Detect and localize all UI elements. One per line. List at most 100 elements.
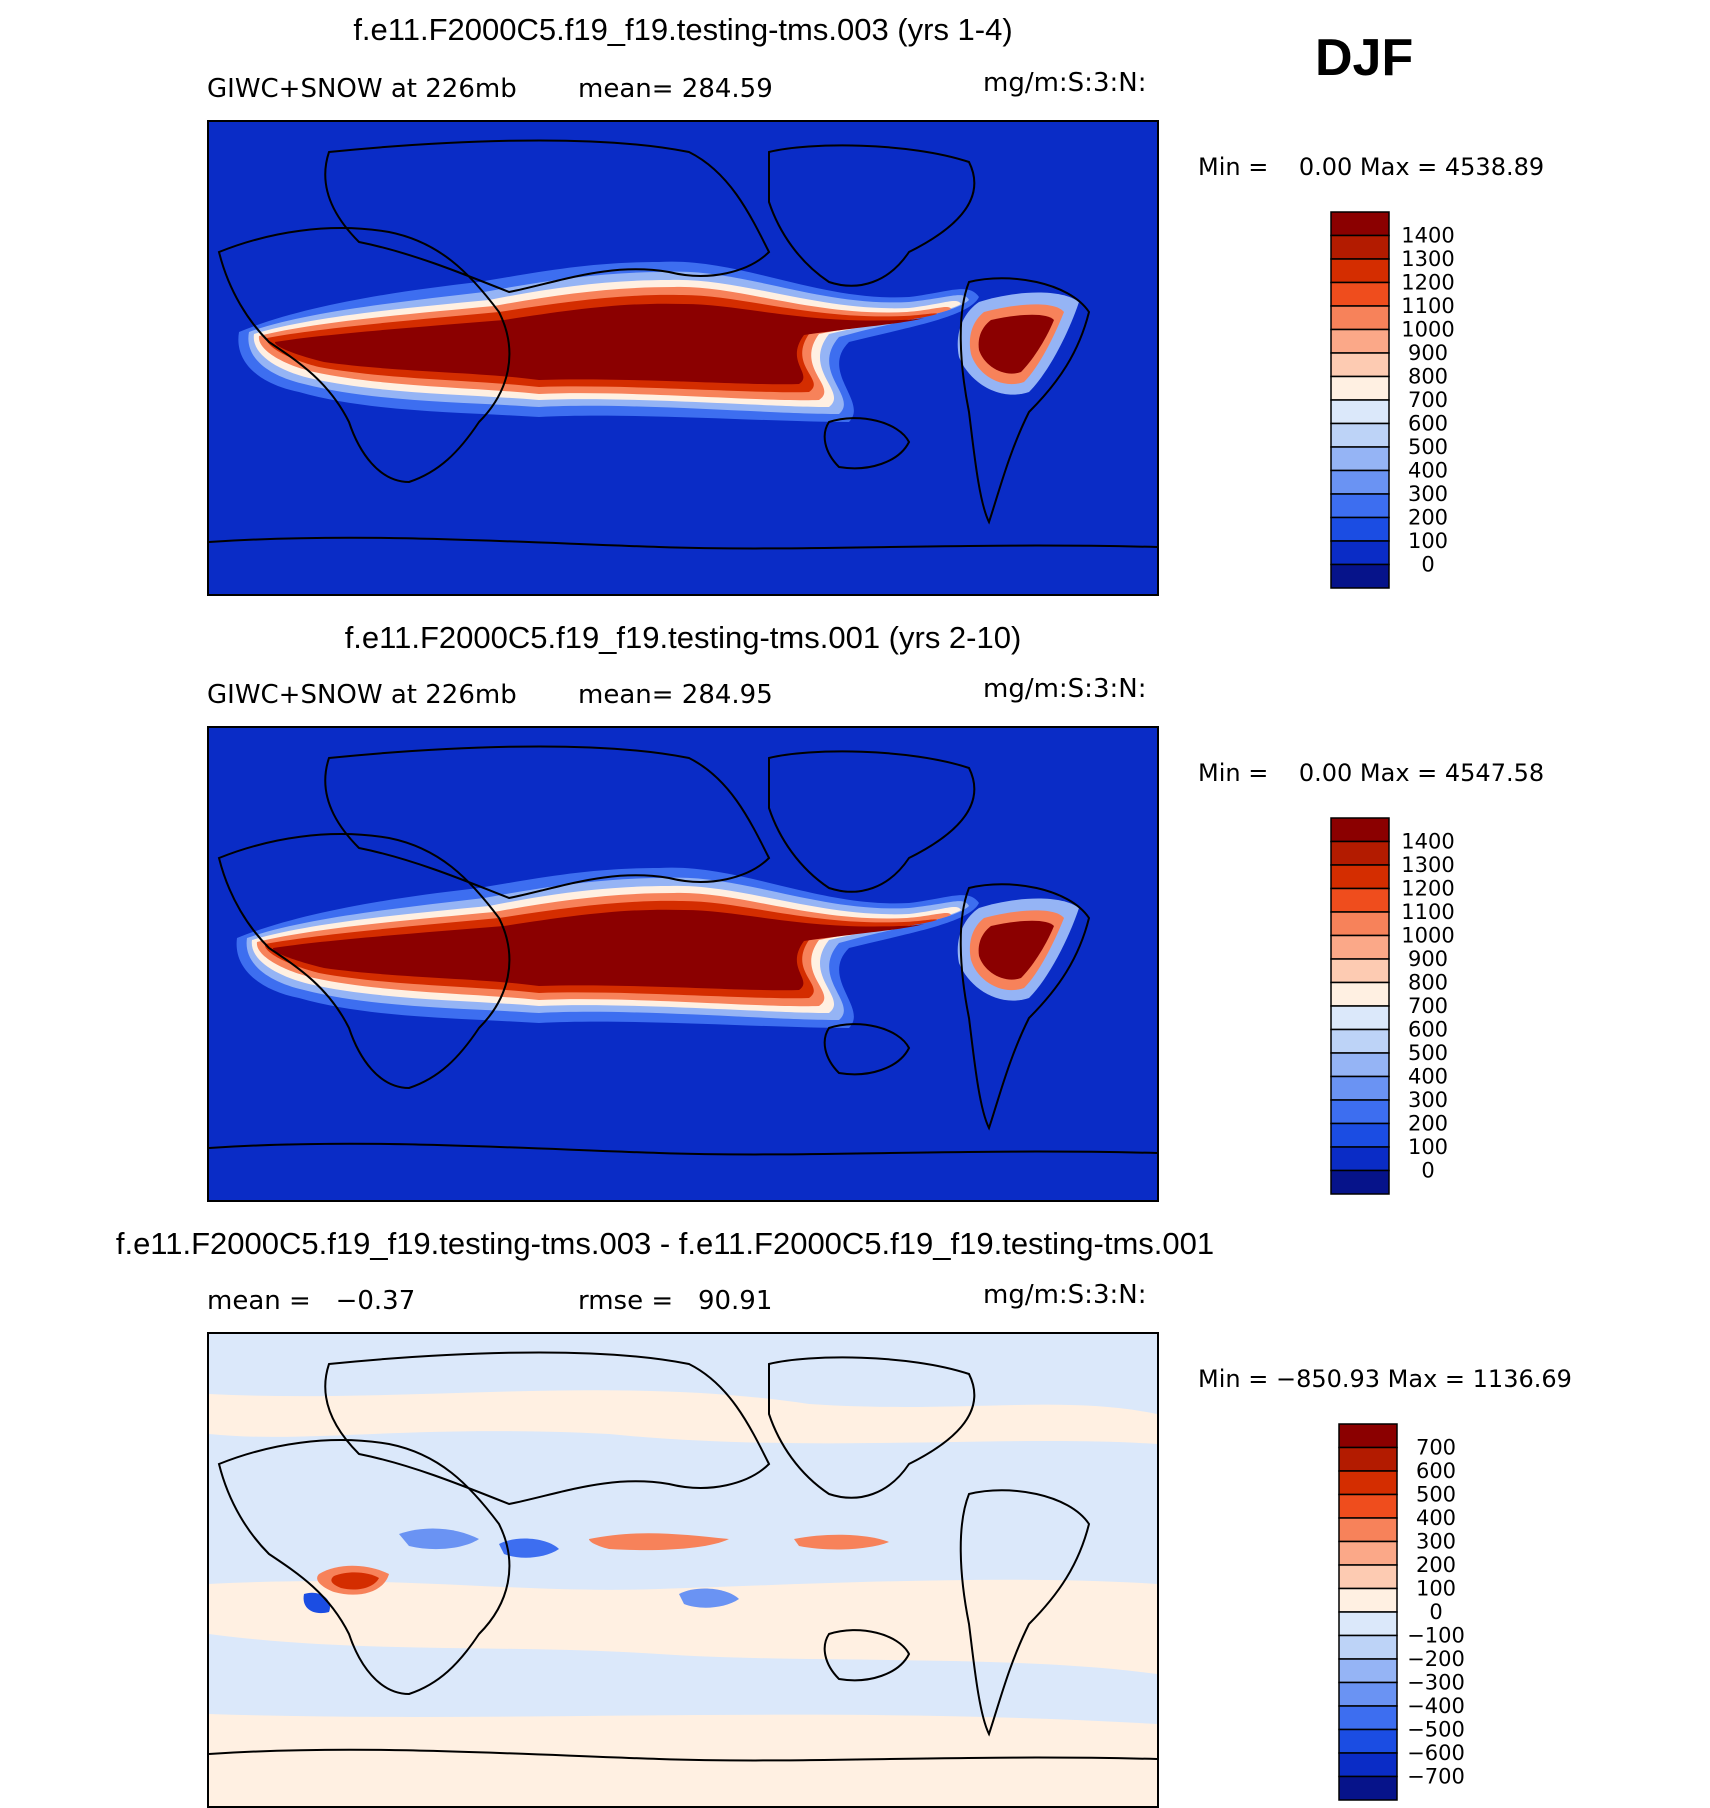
colorbar-swatch xyxy=(1338,1493,1398,1519)
colorbar-tick-label: 1100 xyxy=(1401,900,1454,924)
colorbar-swatch xyxy=(1330,981,1390,1007)
colorbar-tick-label: 1100 xyxy=(1401,294,1454,318)
colorbar-tick-label: −300 xyxy=(1407,1671,1465,1695)
panel-3-title: f.e11.F2000C5.f19_f19.testing-tms.003 - … xyxy=(115,1226,1215,1261)
colorbar-tick-label: 600 xyxy=(1408,1018,1448,1042)
colorbar-tick-label: 0 xyxy=(1429,1600,1442,1624)
panel-1-mean-label: mean= 284.59 xyxy=(578,74,773,104)
colorbar-swatch xyxy=(1330,469,1390,495)
colorbar-swatch xyxy=(1330,234,1390,260)
colorbar-tick-label: 700 xyxy=(1408,994,1448,1018)
panel-2-variable-label: GIWC+SNOW at 226mb xyxy=(207,680,517,710)
colorbar-swatch xyxy=(1330,399,1390,425)
panel-1-minmax-label: Min = 0.00 Max = 4538.89 xyxy=(1198,153,1545,181)
colorbar-swatch xyxy=(1338,1446,1398,1472)
panel-2-minmax-label: Min = 0.00 Max = 4547.58 xyxy=(1198,759,1545,787)
colorbar-swatch xyxy=(1338,1540,1398,1566)
colorbar-tick-label: 0 xyxy=(1421,1159,1434,1183)
colorbar-tick-label: 500 xyxy=(1416,1483,1456,1507)
colorbar-swatch xyxy=(1330,934,1390,960)
colorbar-tick-label: 1400 xyxy=(1401,830,1454,854)
panel-1-field-contours xyxy=(238,261,1079,422)
colorbar-tick-label: 600 xyxy=(1408,412,1448,436)
colorbar-swatch xyxy=(1330,305,1390,331)
colorbar-tick-label: 900 xyxy=(1408,947,1448,971)
colorbar-swatch xyxy=(1338,1681,1398,1707)
colorbar-swatch xyxy=(1338,1587,1398,1613)
colorbar-swatch xyxy=(1330,516,1390,542)
colorbar-swatch xyxy=(1338,1423,1398,1449)
colorbar-swatch xyxy=(1338,1634,1398,1660)
colorbar-tick-label: 800 xyxy=(1408,365,1448,389)
panel-3-colorbar: 700 600 500 400 300 200 100 0 −100 −200 −300 −400 −5… xyxy=(1338,1423,1538,1807)
colorbar-swatch xyxy=(1338,1658,1398,1684)
panel-2-coastlines xyxy=(209,745,1157,1156)
colorbar-swatch xyxy=(1338,1517,1398,1543)
colorbar-tick-label: −600 xyxy=(1407,1741,1465,1765)
colorbar-swatch xyxy=(1338,1470,1398,1496)
colorbar-swatch xyxy=(1338,1705,1398,1731)
colorbar-tick-label: 200 xyxy=(1408,1112,1448,1136)
colorbar-tick-label: −700 xyxy=(1407,1765,1465,1789)
panel-2-mean-label: mean= 284.95 xyxy=(578,680,773,710)
panel-3-mean-label: mean = −0.37 xyxy=(207,1286,416,1316)
colorbar-tick-label: 300 xyxy=(1408,1088,1448,1112)
colorbar-tick-label: 400 xyxy=(1408,459,1448,483)
colorbar-tick-label: 1300 xyxy=(1401,247,1454,271)
colorbar-swatch xyxy=(1330,1146,1390,1172)
colorbar-swatch xyxy=(1338,1728,1398,1754)
colorbar-swatch xyxy=(1330,840,1390,866)
colorbar-swatch xyxy=(1330,887,1390,913)
panel-1-units-label: mg/m:S:3:N: xyxy=(983,68,1147,98)
colorbar-swatch xyxy=(1330,258,1390,284)
colorbar-swatch xyxy=(1330,328,1390,354)
panel-3-field-contours xyxy=(209,1390,1157,1806)
colorbar-swatch xyxy=(1330,817,1390,843)
colorbar-tick-label: 200 xyxy=(1416,1553,1456,1577)
panel-2-colorbar: 1400 1300 1200 1100 1000 900 800 700 600 500 400 30… xyxy=(1330,817,1530,1201)
colorbar-swatch xyxy=(1338,1611,1398,1637)
colorbar-tick-label: 400 xyxy=(1408,1065,1448,1089)
panel-1-variable-label: GIWC+SNOW at 226mb xyxy=(207,74,517,104)
panel-1-title: f.e11.F2000C5.f19_f19.testing-tms.003 (y… xyxy=(353,12,1013,47)
panel-2-title: f.e11.F2000C5.f19_f19.testing-tms.001 (y… xyxy=(344,620,1022,655)
colorbar-swatch xyxy=(1330,563,1390,589)
colorbar-swatch xyxy=(1330,375,1390,401)
panel-1-coastlines xyxy=(209,139,1157,550)
panel-3-minmax-label: Min = −850.93 Max = 1136.69 xyxy=(1198,1365,1572,1393)
colorbar-swatch xyxy=(1330,352,1390,378)
panel-3-rmse-label: rmse = 90.91 xyxy=(578,1286,773,1316)
colorbar-swatch xyxy=(1330,911,1390,937)
colorbar-tick-label: 600 xyxy=(1416,1459,1456,1483)
colorbar-tick-label: 300 xyxy=(1408,482,1448,506)
colorbar-tick-label: 1200 xyxy=(1401,877,1454,901)
colorbar-tick-label: −200 xyxy=(1407,1647,1465,1671)
colorbar-tick-label: 500 xyxy=(1408,435,1448,459)
colorbar-tick-label: 1300 xyxy=(1401,853,1454,877)
colorbar-tick-label: 100 xyxy=(1408,529,1448,553)
colorbar-tick-label: 100 xyxy=(1416,1577,1456,1601)
colorbar-swatch xyxy=(1330,1169,1390,1195)
panel-2-units-label: mg/m:S:3:N: xyxy=(983,674,1147,704)
panel-3-units-label: mg/m:S:3:N: xyxy=(983,1280,1147,1310)
colorbar-swatch xyxy=(1338,1564,1398,1590)
colorbar-swatch xyxy=(1330,1005,1390,1031)
colorbar-swatch xyxy=(1330,493,1390,519)
panel-1-colorbar: 1400 1300 1200 1100 1000 900 800 700 600 500 400 30… xyxy=(1330,211,1530,595)
colorbar-swatch xyxy=(1338,1752,1398,1778)
colorbar-swatch xyxy=(1330,540,1390,566)
colorbar-swatch xyxy=(1330,446,1390,472)
panel-3-coastlines xyxy=(209,1351,1157,1762)
colorbar-tick-label: −100 xyxy=(1407,1624,1465,1648)
colorbar-tick-label: 0 xyxy=(1421,553,1434,577)
colorbar-tick-label: 700 xyxy=(1408,388,1448,412)
colorbar-swatch xyxy=(1330,1122,1390,1148)
colorbar-swatch xyxy=(1330,864,1390,890)
colorbar-tick-label: 500 xyxy=(1408,1041,1448,1065)
season-label: DJF xyxy=(1315,29,1414,87)
colorbar-tick-label: 100 xyxy=(1408,1135,1448,1159)
colorbar-tick-label: −500 xyxy=(1407,1718,1465,1742)
colorbar-swatch xyxy=(1330,281,1390,307)
colorbar-swatch xyxy=(1338,1775,1398,1801)
colorbar-tick-label: 700 xyxy=(1416,1436,1456,1460)
